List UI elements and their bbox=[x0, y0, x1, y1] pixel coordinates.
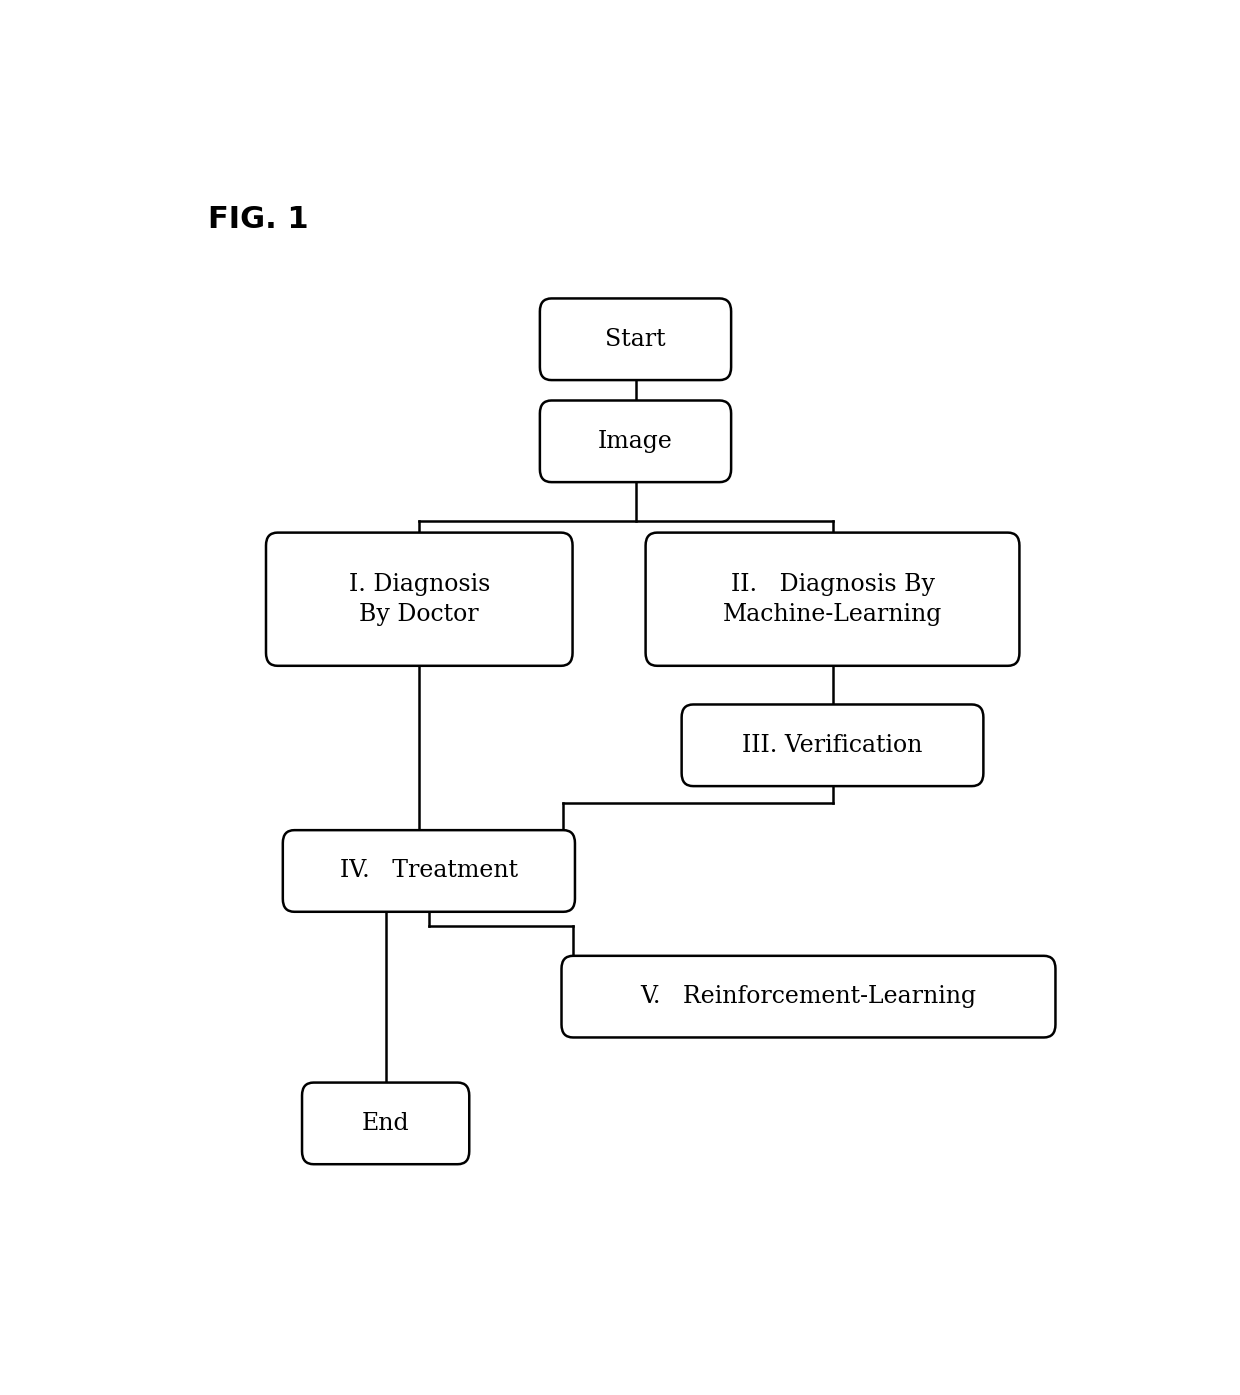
Text: I. Diagnosis
By Doctor: I. Diagnosis By Doctor bbox=[348, 572, 490, 626]
FancyBboxPatch shape bbox=[267, 533, 573, 665]
Text: II.   Diagnosis By
Machine-Learning: II. Diagnosis By Machine-Learning bbox=[723, 572, 942, 626]
FancyBboxPatch shape bbox=[682, 704, 983, 787]
Text: End: End bbox=[362, 1112, 409, 1136]
Text: V.   Reinforcement-Learning: V. Reinforcement-Learning bbox=[640, 985, 977, 1009]
FancyBboxPatch shape bbox=[303, 1083, 469, 1165]
FancyBboxPatch shape bbox=[562, 956, 1055, 1038]
Text: Image: Image bbox=[598, 430, 673, 453]
FancyBboxPatch shape bbox=[646, 533, 1019, 665]
FancyBboxPatch shape bbox=[539, 299, 732, 379]
Text: IV.   Treatment: IV. Treatment bbox=[340, 859, 518, 883]
Text: Start: Start bbox=[605, 328, 666, 350]
FancyBboxPatch shape bbox=[283, 830, 575, 912]
FancyBboxPatch shape bbox=[539, 400, 732, 483]
Text: FIG. 1: FIG. 1 bbox=[208, 205, 309, 234]
Text: III. Verification: III. Verification bbox=[743, 734, 923, 757]
